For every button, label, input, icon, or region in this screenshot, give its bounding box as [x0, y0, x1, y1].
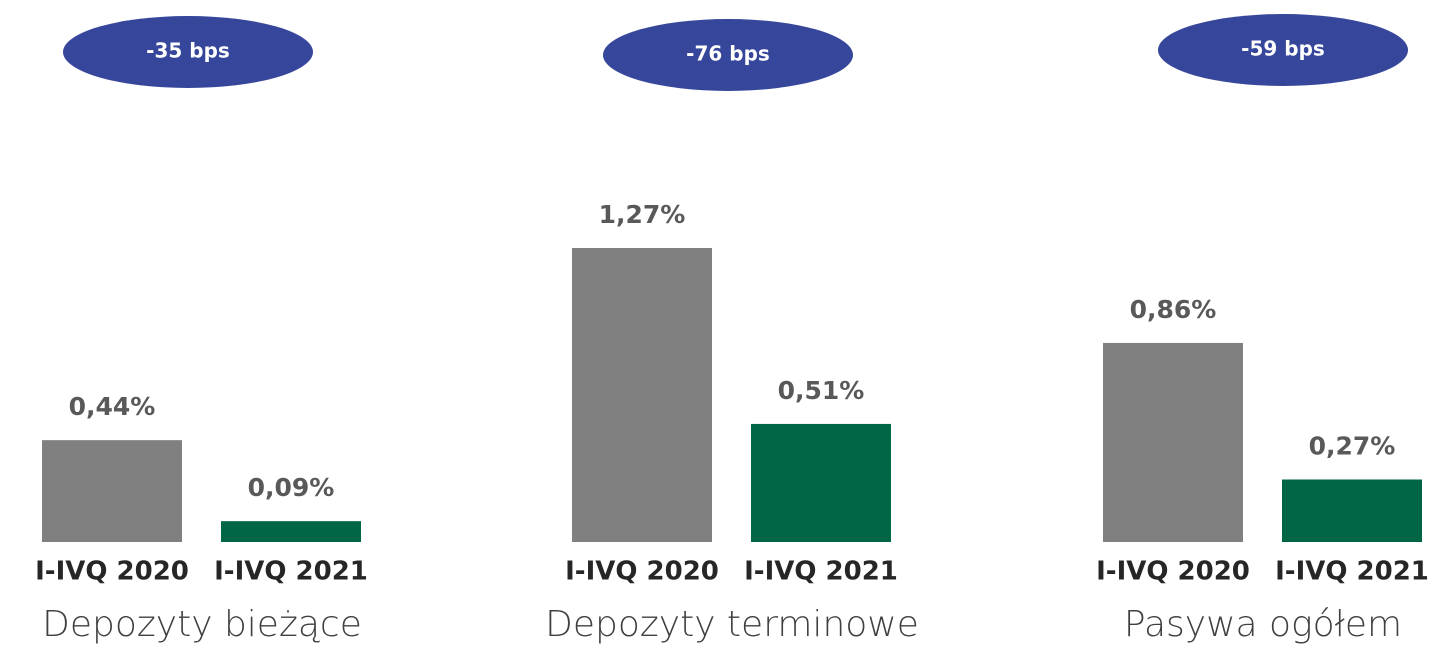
bar — [1103, 342, 1243, 542]
value-label: 0,51% — [778, 376, 865, 405]
bar — [42, 440, 182, 542]
bar — [1282, 479, 1422, 542]
change-label: -59 bps — [1241, 37, 1325, 61]
value-label: 0,44% — [69, 392, 156, 421]
bar — [751, 423, 891, 542]
value-label: 1,27% — [599, 200, 686, 229]
value-label: 0,27% — [1309, 431, 1396, 460]
change-badge — [1158, 14, 1408, 86]
change-label: -35 bps — [146, 39, 230, 63]
chart-title: Pasywa ogółem — [1124, 604, 1402, 645]
category-label: I-IVQ 2020 — [35, 557, 189, 587]
change-badge — [603, 19, 853, 91]
value-label: 0,09% — [248, 473, 335, 502]
category-label: I-IVQ 2020 — [565, 557, 719, 587]
bar — [572, 247, 712, 542]
category-label: I-IVQ 2020 — [1096, 557, 1250, 587]
change-badge — [63, 16, 313, 88]
category-label: I-IVQ 2021 — [1275, 557, 1429, 587]
value-label: 0,86% — [1130, 295, 1217, 324]
chart-title: Depozyty bieżące — [42, 604, 362, 645]
category-label: I-IVQ 2021 — [744, 557, 898, 587]
category-label: I-IVQ 2021 — [214, 557, 368, 587]
change-label: -76 bps — [686, 42, 770, 66]
chart-title: Depozyty terminowe — [545, 604, 919, 645]
bar — [221, 521, 361, 542]
